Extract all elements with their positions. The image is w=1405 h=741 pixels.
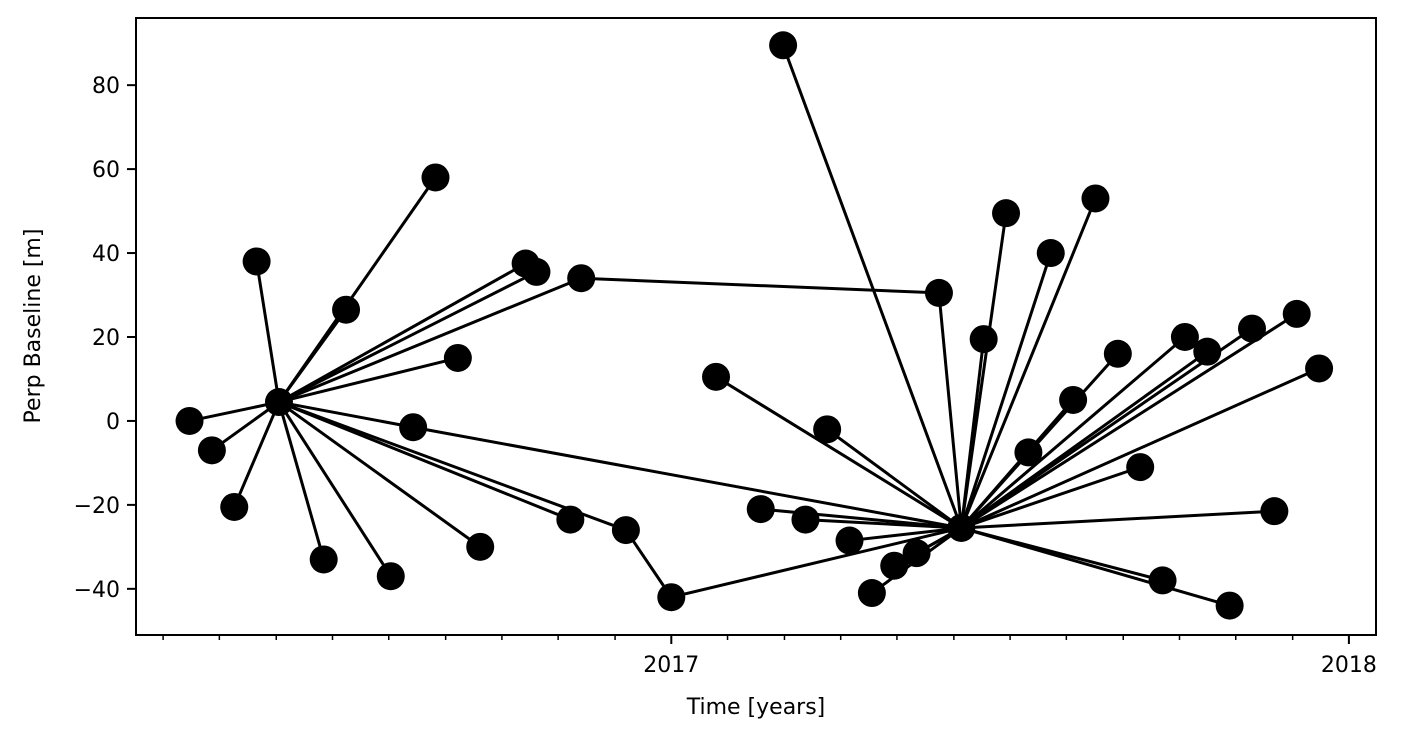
connection-line <box>278 400 571 521</box>
data-points <box>175 31 1334 620</box>
data-point <box>264 388 293 417</box>
data-point <box>1238 314 1266 343</box>
connection-line <box>189 400 280 423</box>
data-point <box>813 415 842 444</box>
connection-line <box>961 509 1275 530</box>
data-point <box>399 413 428 442</box>
y-axis-ticks: −40 −20 0 20 40 60 80 <box>74 74 136 603</box>
data-point <box>466 532 495 561</box>
y-tick-label: 0 <box>106 410 120 435</box>
data-point <box>835 526 864 555</box>
data-point <box>220 492 249 521</box>
connection-line <box>581 276 940 295</box>
data-point <box>197 436 226 465</box>
connection-line <box>412 425 962 530</box>
connection-line <box>277 401 393 578</box>
connection-line <box>960 352 1119 529</box>
connection-line <box>960 465 1141 530</box>
data-point <box>746 495 775 524</box>
connection-line <box>960 312 1298 530</box>
data-point <box>1103 339 1132 368</box>
x-tick-label: 2018 <box>1321 653 1377 678</box>
connection-line <box>959 197 1097 529</box>
data-point <box>309 545 338 574</box>
data-point <box>702 362 731 391</box>
x-axis-label: Time [years] <box>686 695 826 720</box>
connection-line <box>670 526 962 599</box>
data-point <box>1282 299 1311 328</box>
data-point <box>1305 354 1334 383</box>
data-point <box>332 295 361 324</box>
data-point <box>1260 497 1289 526</box>
data-point <box>1215 591 1244 620</box>
connection-line <box>781 44 963 529</box>
connection-line <box>278 400 414 429</box>
data-point <box>567 264 596 293</box>
connection-line <box>277 401 326 560</box>
data-point <box>969 325 998 354</box>
connection-line <box>849 526 962 543</box>
connection-line <box>960 335 1186 530</box>
data-point <box>1059 385 1088 414</box>
data-point <box>791 505 820 534</box>
connection-line <box>959 212 1008 529</box>
data-point <box>947 513 976 542</box>
connection-line <box>715 375 963 530</box>
y-tick-label: 80 <box>92 74 120 99</box>
data-point <box>1014 438 1043 467</box>
connection-line <box>960 367 1320 530</box>
data-point <box>421 163 450 192</box>
connection-line <box>278 270 538 404</box>
data-point <box>1036 239 1065 268</box>
connection-line <box>960 526 1231 608</box>
data-point <box>1193 337 1222 366</box>
y-tick-label: −20 <box>74 494 120 519</box>
x-axis-ticks: 2017 2018 <box>162 635 1377 678</box>
data-point <box>1081 184 1110 213</box>
connection-line <box>255 261 281 403</box>
y-axis-label: Perp Baseline [m] <box>21 229 46 424</box>
plot-background <box>136 18 1376 635</box>
connection-line <box>959 252 1053 529</box>
data-point <box>902 539 931 568</box>
y-tick-label: −40 <box>74 578 120 603</box>
data-point <box>769 31 798 60</box>
data-point <box>1126 453 1155 482</box>
data-point <box>611 516 640 545</box>
y-tick-label: 40 <box>92 242 120 267</box>
data-point <box>924 278 953 307</box>
data-point <box>1148 566 1177 595</box>
connection-line <box>805 518 962 530</box>
connection-line <box>277 176 437 403</box>
y-tick-label: 60 <box>92 158 120 183</box>
connection-lines <box>189 44 1320 608</box>
data-point <box>880 551 909 580</box>
data-point <box>242 247 271 276</box>
connection-line <box>278 400 482 549</box>
connection-line <box>826 428 963 530</box>
plot-frame <box>135 17 1377 636</box>
connection-line <box>937 292 963 529</box>
connection-line <box>278 356 459 404</box>
data-point <box>1170 322 1199 351</box>
data-point <box>556 505 585 534</box>
data-point <box>857 579 886 608</box>
connection-line <box>278 276 582 404</box>
data-point <box>376 562 405 591</box>
data-point <box>657 583 686 612</box>
data-point <box>522 257 551 286</box>
y-tick-label: 20 <box>92 326 120 351</box>
connection-line <box>232 401 281 508</box>
connection-line <box>278 262 527 404</box>
data-point <box>443 343 472 372</box>
data-point <box>175 406 204 435</box>
data-point <box>992 199 1021 228</box>
x-tick-label: 2017 <box>643 653 699 678</box>
